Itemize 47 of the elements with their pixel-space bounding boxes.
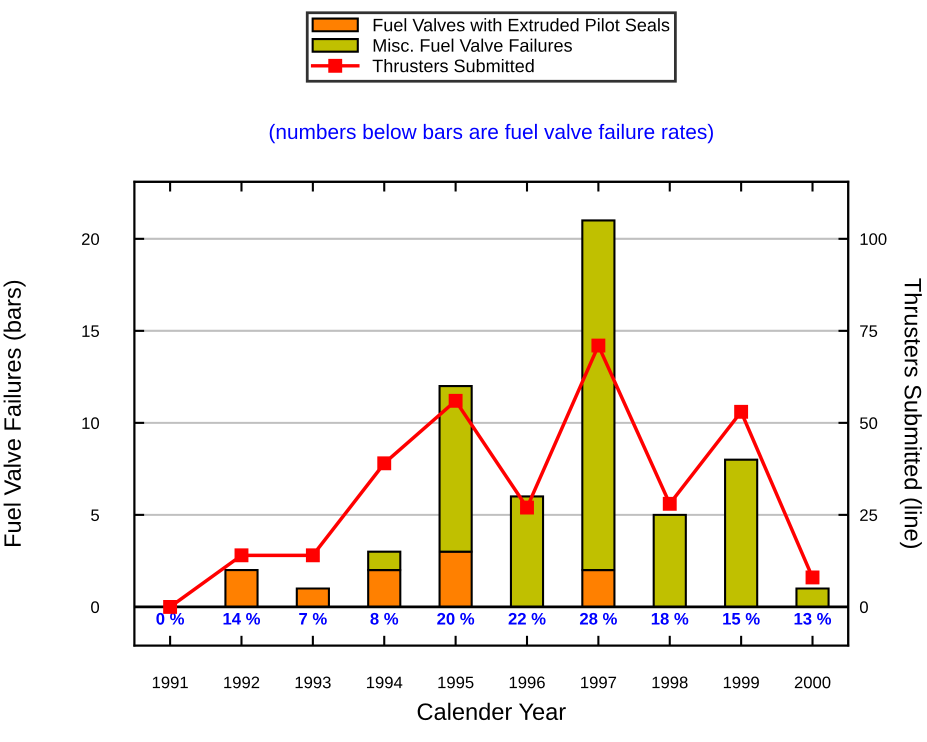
- point: [306, 548, 320, 562]
- chart-subtitle: (numbers below bars are fuel valve failure rates): [270, 124, 713, 144]
- annotation: 0 %: [156, 612, 184, 625]
- x-tick-label: 1998: [652, 676, 688, 688]
- point: [734, 404, 748, 419]
- y-tick-label: 10: [82, 417, 100, 430]
- y-tick-label: 15: [82, 325, 99, 338]
- y2-axis-title: Thrusters Submitted (line): [900, 278, 922, 548]
- point: [163, 600, 178, 614]
- annotation: 14 %: [224, 612, 260, 625]
- x-tick-label: 1992: [224, 676, 260, 688]
- point: [448, 394, 463, 408]
- x-axis-title: Calender Year: [418, 702, 566, 720]
- y-tick-label: 0: [91, 601, 100, 614]
- x-tick-label: 1999: [724, 676, 759, 688]
- point: [662, 496, 677, 511]
- point: [806, 570, 820, 584]
- point: [520, 500, 534, 514]
- y2-tick-label: 50: [860, 417, 878, 430]
- legend-label: Misc. Fuel Valve Failures: [374, 38, 572, 52]
- y2-tick-label: 75: [860, 325, 878, 338]
- legend-label: Fuel Valves with Extruded Pilot Seals: [374, 18, 670, 32]
- y2-tick-label: 0: [860, 601, 868, 614]
- legend-label: Thrusters Submitted: [372, 59, 534, 72]
- annotation: 7 %: [299, 612, 327, 625]
- x-tick-label: 2000: [794, 676, 830, 688]
- y2-tick-label: 25: [860, 509, 878, 522]
- y-tick-label: 20: [82, 233, 100, 246]
- point: [377, 456, 392, 470]
- annotation: 15 %: [723, 612, 760, 625]
- annotation: 18 %: [652, 612, 688, 625]
- annotation: 28 %: [580, 612, 617, 625]
- x-tick-label: 1996: [510, 676, 545, 688]
- annotation: 22 %: [508, 612, 546, 625]
- x-tick-label: 1997: [581, 676, 616, 688]
- y-tick-label: 5: [91, 509, 99, 522]
- x-tick-label: 1994: [366, 676, 402, 688]
- y2-tick-label: 100: [860, 233, 886, 246]
- x-tick-label: 1995: [438, 676, 474, 688]
- x-tick-label: 1993: [296, 676, 331, 688]
- annotation: 13 %: [794, 612, 832, 625]
- point: [591, 338, 606, 353]
- y-axis-title: Fuel Valve Failures (bars): [4, 280, 26, 546]
- x-tick-label: 1991: [152, 676, 188, 688]
- annotation: 8 %: [370, 612, 398, 625]
- point: [234, 548, 248, 562]
- annotation: 20 %: [437, 612, 474, 625]
